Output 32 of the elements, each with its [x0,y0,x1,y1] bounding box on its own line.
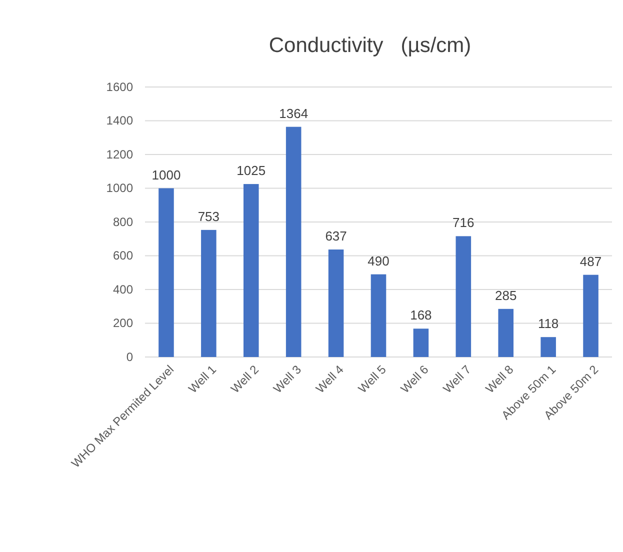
data-label: 168 [410,308,432,323]
y-tick-label: 600 [112,248,134,263]
bar [370,274,386,357]
bar [286,126,302,357]
y-tick-label: 200 [112,316,134,330]
y-tick-label: 0 [126,350,134,364]
data-label: 490 [368,253,390,268]
data-label: 487 [580,254,602,269]
y-tick-label: 1400 [106,114,134,128]
bar [413,328,429,357]
data-label: 716 [452,215,474,230]
bar [583,274,598,357]
y-tick-label: 400 [112,282,134,296]
y-tick-label: 800 [112,214,134,229]
bar [243,184,259,357]
data-label: 118 [538,316,559,332]
bar [540,337,556,357]
data-label: 1025 [236,163,266,178]
data-label: 285 [495,288,517,303]
data-label: 753 [198,208,220,224]
y-tick-label: 1600 [106,80,134,94]
data-label: 1364 [279,106,308,121]
bar [498,308,514,357]
data-label: 1000 [152,167,181,182]
bar [158,188,174,357]
chart-title: Conductivity (µs/cm) [268,34,472,57]
bar [328,250,344,357]
bar [456,236,472,357]
bar [201,230,216,357]
data-label: 637 [325,228,347,244]
y-tick-label: 1000 [106,181,134,196]
y-tick-label: 1200 [106,147,134,162]
